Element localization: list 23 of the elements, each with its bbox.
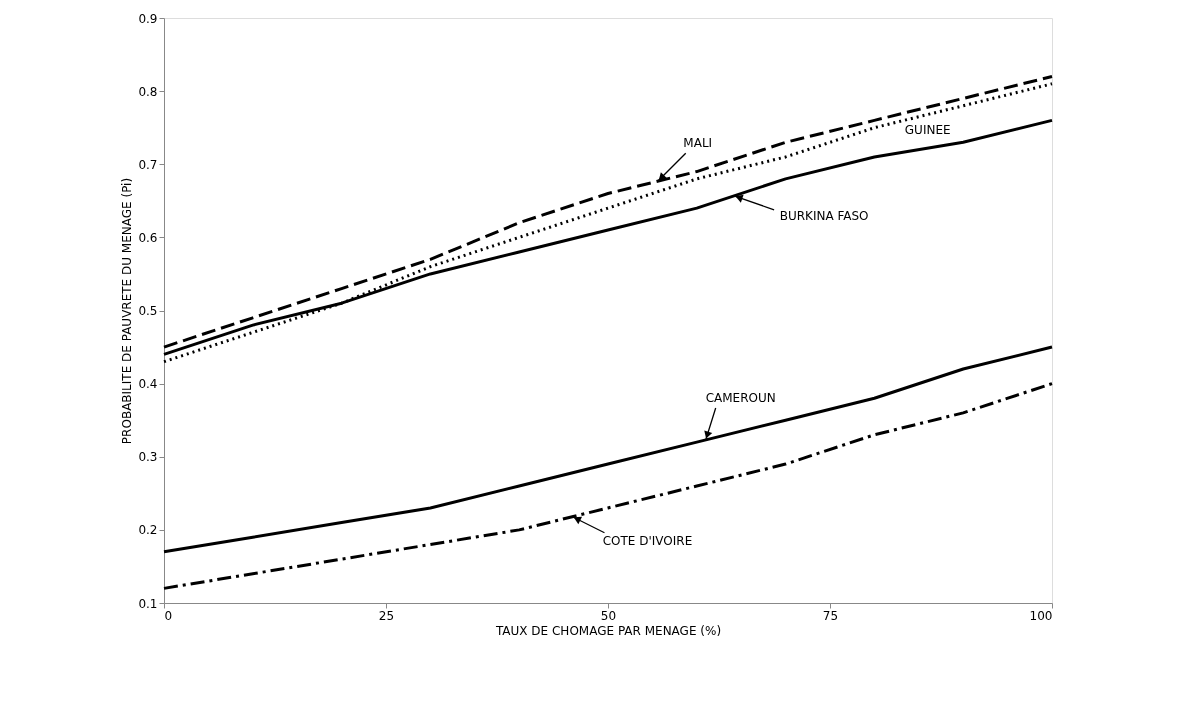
x-tick-label: 75: [822, 608, 839, 623]
y-tick-label: 0.3: [138, 450, 158, 465]
line-series: [162, 345, 1054, 554]
text: BURKINA FASO: [779, 208, 869, 223]
y-axis-title: PROBABILITE DE PAUVRETE DU MENAGE (Pi): [120, 177, 135, 445]
y-tick-label: 0.2: [138, 523, 158, 538]
series-label: CAMEROUN: [705, 390, 776, 405]
y-tick-label: 0.8: [138, 84, 158, 99]
x-tick-label: 0: [164, 608, 173, 623]
x-tick-label: 50: [600, 608, 617, 623]
x-tick-label: 100: [1029, 608, 1053, 623]
series-label: GUINEE: [904, 122, 951, 137]
y-tick-label: 0.4: [138, 377, 158, 392]
series-label: COTE D'IVOIRE: [602, 533, 693, 548]
y-tick-label: 0.6: [138, 230, 158, 245]
y-tick-label: 0.9: [138, 11, 158, 26]
y-tick-label: 0.5: [138, 304, 158, 318]
line-series: [162, 382, 1054, 590]
x-axis-title: TAUX DE CHOMAGE PAR MENAGE (%): [494, 623, 722, 638]
x-tick-label: 25: [378, 608, 395, 623]
series-label: MALI: [683, 136, 713, 151]
y-tick-label: 0.1: [138, 596, 158, 611]
y-tick-label: 0.7: [138, 157, 158, 172]
